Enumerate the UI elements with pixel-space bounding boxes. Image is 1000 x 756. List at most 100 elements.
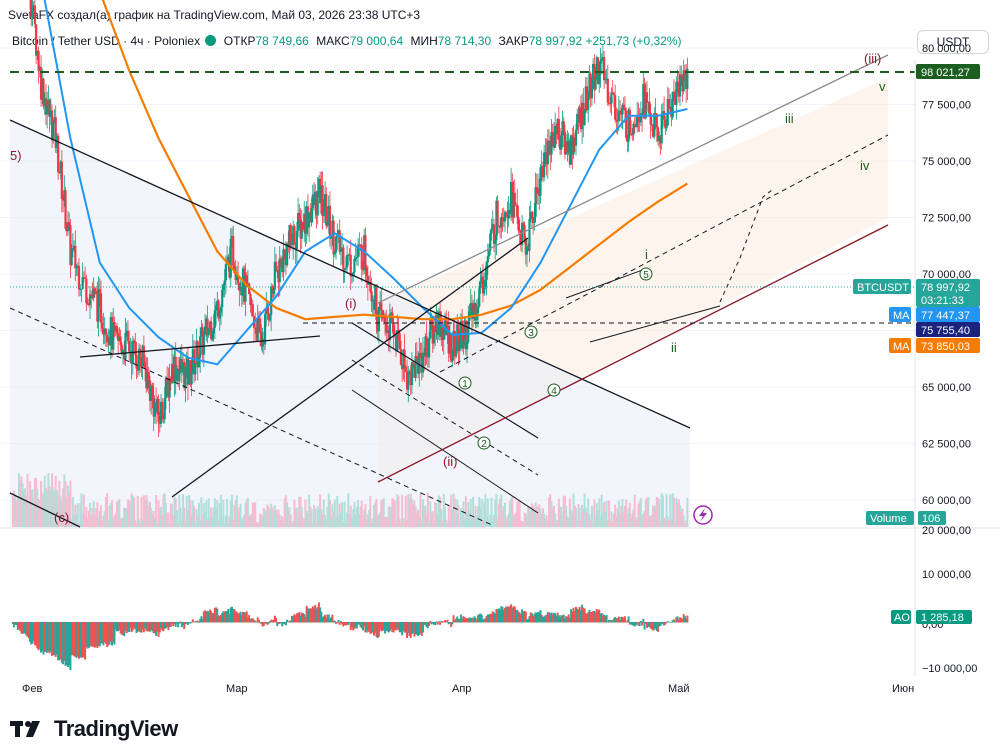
oscillator-bar bbox=[118, 622, 121, 630]
oscillator-bar bbox=[298, 611, 301, 623]
oscillator-bar bbox=[500, 606, 503, 623]
volume-bar bbox=[586, 513, 588, 527]
volume-bar bbox=[614, 504, 617, 527]
candle-body bbox=[60, 161, 63, 199]
candle-body bbox=[325, 194, 328, 226]
oscillator-bar bbox=[282, 622, 285, 624]
oscillator-bar bbox=[86, 622, 89, 649]
oscillator-bar bbox=[420, 622, 423, 636]
volume-bar bbox=[511, 496, 514, 527]
oscillator-bar bbox=[475, 619, 478, 623]
candle-body bbox=[652, 124, 655, 137]
volume-bar bbox=[46, 490, 49, 527]
volume-bar bbox=[355, 506, 358, 527]
candle-body bbox=[490, 228, 493, 234]
volume-bar bbox=[410, 499, 413, 527]
svg-text:106: 106 bbox=[922, 513, 940, 525]
candle-body bbox=[533, 216, 536, 223]
candle-body bbox=[91, 295, 94, 299]
oscillator-bar bbox=[123, 622, 126, 637]
candle-body bbox=[260, 332, 263, 347]
oscillator-bar bbox=[561, 615, 564, 623]
candle-body bbox=[272, 289, 275, 294]
candle-body bbox=[341, 247, 344, 250]
volume-bar bbox=[568, 498, 571, 527]
currency-button[interactable]: USDT bbox=[917, 30, 989, 54]
candle-body bbox=[299, 219, 302, 239]
candle-body bbox=[214, 305, 218, 311]
volume-bar bbox=[352, 509, 355, 527]
volume-bar bbox=[275, 509, 278, 527]
volume-bar bbox=[188, 494, 191, 527]
oscillator-bar bbox=[59, 622, 62, 660]
volume-bar bbox=[451, 509, 454, 527]
oscillator-bar bbox=[676, 616, 679, 623]
volume-bar bbox=[103, 511, 106, 527]
volume-bar bbox=[639, 497, 642, 527]
candle-body bbox=[495, 200, 498, 241]
volume-bar bbox=[494, 499, 497, 527]
candle-body bbox=[328, 205, 332, 239]
candle-body bbox=[420, 356, 423, 373]
volume-bar bbox=[399, 521, 402, 527]
oscillator-bar bbox=[207, 611, 210, 623]
candle-body bbox=[93, 288, 96, 292]
candle-body bbox=[320, 185, 323, 204]
oscillator-bar bbox=[612, 618, 615, 623]
oscillator-bar bbox=[524, 611, 527, 623]
oscillator-bar bbox=[623, 616, 626, 623]
oscillator-bar bbox=[643, 622, 646, 630]
lightning-icon[interactable] bbox=[693, 505, 713, 525]
oscillator-bar bbox=[456, 616, 459, 623]
oscillator-bar bbox=[398, 622, 401, 633]
oscillator-bar bbox=[474, 617, 477, 623]
volume-bar bbox=[54, 475, 57, 527]
volume-bar bbox=[532, 506, 535, 527]
candle-body bbox=[102, 328, 105, 335]
oscillator-bar bbox=[373, 622, 375, 636]
volume-bar bbox=[413, 500, 416, 527]
oscillator-bar bbox=[589, 612, 592, 623]
volume-bar bbox=[234, 499, 237, 527]
oscillator-bar bbox=[106, 622, 109, 647]
wave-label-i-minor: i bbox=[645, 247, 648, 262]
oscillator-bar bbox=[32, 622, 35, 641]
oscillator-bar bbox=[402, 622, 405, 631]
volume-bar bbox=[530, 503, 533, 527]
oscillator-bar bbox=[408, 622, 411, 636]
oscillator-bar bbox=[354, 622, 357, 628]
symbol-name[interactable]: Bitcoin / Tether USD · 4ч · Poloniex bbox=[12, 34, 201, 48]
volume-bar bbox=[628, 502, 631, 527]
candle-body bbox=[508, 209, 511, 214]
oscillator-bar bbox=[554, 613, 557, 623]
candle-body bbox=[379, 302, 382, 308]
candle-body bbox=[250, 304, 253, 306]
svg-text:77 447,37: 77 447,37 bbox=[921, 310, 970, 322]
oscillator-bar bbox=[605, 615, 608, 623]
oscillator-bar bbox=[196, 620, 199, 623]
oscillator-bar bbox=[632, 622, 635, 626]
oscillator-bar bbox=[255, 622, 258, 623]
volume-bar bbox=[86, 518, 89, 527]
candle-body bbox=[510, 182, 513, 214]
oscillator-bar bbox=[242, 611, 245, 623]
candle-body bbox=[150, 385, 153, 401]
oscillator-bar bbox=[491, 611, 494, 623]
oscillator-bar bbox=[506, 606, 509, 623]
oscillator-bar bbox=[530, 613, 533, 623]
candle-body bbox=[377, 307, 380, 332]
candle-body bbox=[517, 217, 520, 231]
candle-body bbox=[248, 283, 251, 295]
candle-body bbox=[361, 269, 365, 271]
oscillator-bar bbox=[297, 613, 300, 623]
candle-body bbox=[159, 401, 163, 424]
oscillator-bar bbox=[576, 608, 579, 623]
oscillator-bar bbox=[397, 622, 400, 631]
volume-bar bbox=[314, 508, 317, 527]
volume-bar bbox=[475, 516, 478, 527]
candle-body bbox=[74, 245, 77, 269]
volume-bar bbox=[333, 499, 336, 527]
volume-bar bbox=[25, 495, 28, 527]
candle-body bbox=[660, 115, 663, 144]
